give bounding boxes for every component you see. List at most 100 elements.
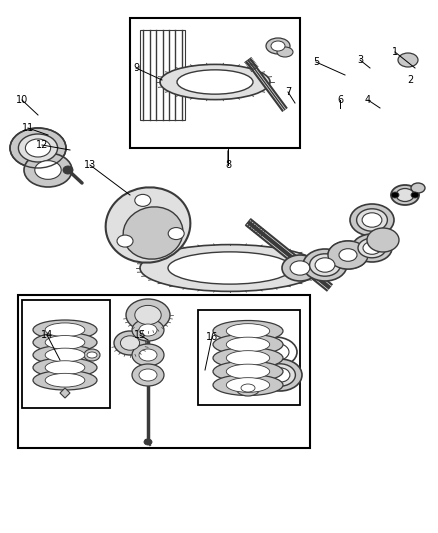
Ellipse shape (87, 352, 97, 358)
Ellipse shape (282, 255, 318, 281)
Ellipse shape (253, 337, 297, 367)
Ellipse shape (236, 380, 260, 396)
Ellipse shape (139, 369, 157, 381)
Text: 3: 3 (357, 55, 363, 65)
Ellipse shape (84, 349, 100, 361)
Polygon shape (60, 388, 70, 398)
Ellipse shape (132, 344, 164, 366)
Ellipse shape (106, 187, 191, 263)
Ellipse shape (339, 249, 357, 261)
Ellipse shape (140, 245, 320, 292)
Ellipse shape (258, 359, 302, 391)
Text: 6: 6 (337, 95, 343, 105)
Ellipse shape (132, 364, 164, 386)
Ellipse shape (328, 241, 368, 269)
Text: 5: 5 (313, 57, 319, 67)
Ellipse shape (139, 324, 157, 336)
Ellipse shape (117, 235, 133, 247)
Ellipse shape (213, 320, 283, 342)
Ellipse shape (358, 238, 386, 258)
Ellipse shape (315, 258, 335, 272)
Ellipse shape (35, 160, 61, 179)
Ellipse shape (398, 53, 418, 67)
Text: 12: 12 (36, 140, 48, 150)
Ellipse shape (126, 299, 170, 331)
Ellipse shape (310, 254, 340, 276)
Text: 1: 1 (392, 47, 398, 57)
Ellipse shape (391, 192, 399, 198)
Ellipse shape (63, 166, 73, 174)
Bar (18, 295, 310, 448)
Ellipse shape (168, 252, 292, 284)
Ellipse shape (411, 192, 419, 198)
Ellipse shape (177, 70, 253, 94)
Ellipse shape (33, 370, 97, 390)
Ellipse shape (303, 249, 347, 281)
Text: 13: 13 (84, 160, 96, 170)
Ellipse shape (45, 361, 85, 375)
Ellipse shape (411, 183, 425, 193)
Ellipse shape (271, 41, 285, 51)
Ellipse shape (160, 64, 270, 100)
Bar (130, 18, 300, 148)
Text: 7: 7 (285, 87, 291, 97)
Ellipse shape (362, 213, 382, 227)
Ellipse shape (114, 331, 146, 355)
Ellipse shape (328, 241, 368, 269)
Ellipse shape (357, 209, 387, 231)
Ellipse shape (33, 358, 97, 377)
Ellipse shape (120, 336, 140, 350)
Ellipse shape (33, 320, 97, 340)
Ellipse shape (334, 245, 362, 265)
Ellipse shape (363, 241, 381, 254)
Ellipse shape (270, 368, 290, 382)
Text: 9: 9 (133, 63, 139, 73)
Ellipse shape (213, 348, 283, 368)
Ellipse shape (10, 128, 66, 168)
Ellipse shape (135, 195, 151, 206)
Ellipse shape (213, 334, 283, 355)
Text: 14: 14 (41, 330, 53, 340)
Ellipse shape (25, 139, 51, 157)
Bar (22, 300, 110, 408)
Ellipse shape (367, 228, 399, 252)
Text: 8: 8 (225, 160, 231, 170)
Ellipse shape (24, 153, 72, 187)
Text: 16: 16 (206, 332, 218, 342)
Text: 2: 2 (407, 75, 413, 85)
Ellipse shape (213, 361, 283, 382)
Ellipse shape (265, 364, 295, 386)
Ellipse shape (226, 378, 270, 392)
Ellipse shape (226, 364, 270, 379)
Text: 4: 4 (365, 95, 371, 105)
Ellipse shape (266, 38, 290, 54)
Ellipse shape (168, 228, 184, 239)
Ellipse shape (290, 261, 310, 275)
Text: 10: 10 (16, 95, 28, 105)
Ellipse shape (241, 384, 255, 392)
Ellipse shape (350, 204, 394, 236)
Bar (198, 310, 300, 405)
Ellipse shape (277, 47, 293, 57)
Bar (140, 30, 185, 120)
Ellipse shape (396, 189, 414, 201)
Ellipse shape (352, 234, 392, 262)
Ellipse shape (391, 185, 419, 205)
Ellipse shape (132, 319, 164, 341)
Ellipse shape (226, 337, 270, 352)
Ellipse shape (33, 345, 97, 365)
Ellipse shape (123, 207, 183, 259)
Ellipse shape (45, 323, 85, 337)
Text: 11: 11 (22, 123, 34, 133)
Ellipse shape (33, 333, 97, 352)
Ellipse shape (45, 348, 85, 362)
Ellipse shape (135, 305, 161, 325)
Ellipse shape (18, 134, 58, 162)
Ellipse shape (213, 375, 283, 395)
Ellipse shape (226, 351, 270, 365)
Ellipse shape (45, 336, 85, 349)
Ellipse shape (144, 439, 152, 445)
Ellipse shape (139, 349, 157, 361)
Ellipse shape (45, 373, 85, 387)
Text: 15: 15 (134, 330, 146, 340)
